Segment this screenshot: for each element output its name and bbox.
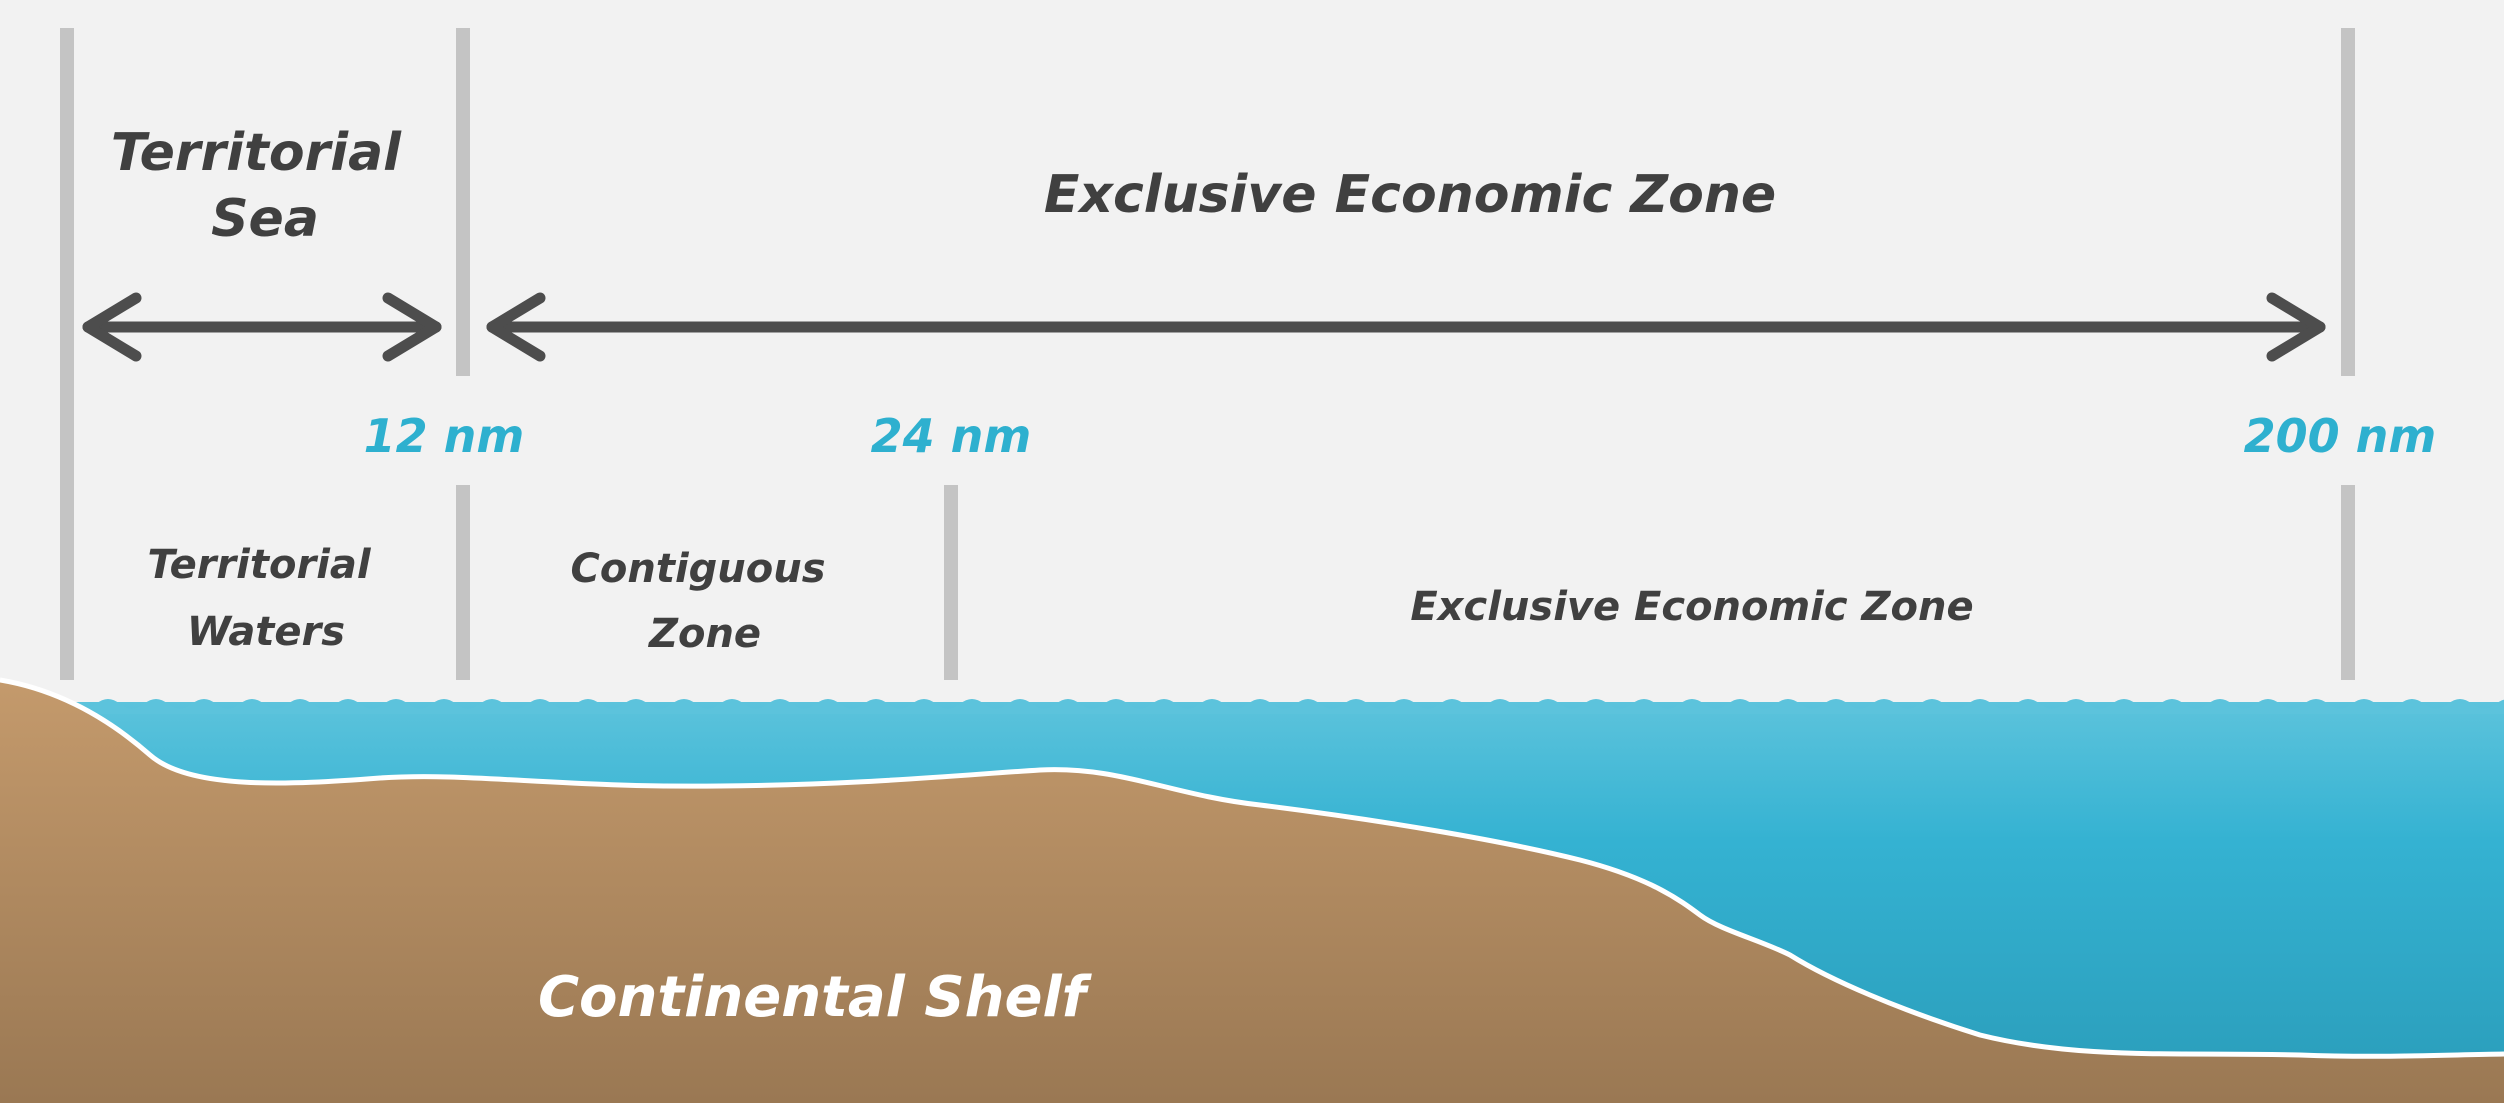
territorial-waters-label: Territorial Waters	[147, 542, 384, 655]
territorial-waters-label-line1: Territorial	[147, 542, 371, 588]
contiguous-zone-label: Contiguous Zone	[571, 546, 840, 657]
boundary-line-24nm	[944, 485, 958, 680]
boundary-line-200nm-lower	[2341, 485, 2355, 680]
territorial-sea-label: Territorial Sea	[111, 123, 419, 249]
boundary-line-12nm-lower	[456, 485, 470, 680]
distance-label-24nm: 24 nm	[871, 409, 1032, 463]
baseline-boundary-line	[60, 28, 74, 680]
exclusive-economic-zone-arrow	[486, 292, 2326, 362]
seabed-outline	[0, 677, 2504, 1059]
exclusive-economic-zone-title: Exclusive Economic Zone	[1044, 165, 1776, 225]
boundary-line-200nm-upper	[2341, 28, 2355, 376]
distance-label-12nm: 12 nm	[364, 409, 525, 463]
boundary-line-12nm-upper	[456, 28, 470, 376]
territorial-waters-label-line2: Waters	[187, 609, 345, 655]
continental-shelf-label: Continental Shelf	[538, 965, 1093, 1030]
ocean-surface-waves	[0, 690, 2504, 714]
territorial-sea-arrow	[82, 292, 442, 362]
territorial-sea-label-line2: Sea	[211, 189, 319, 249]
contiguous-zone-label-line2: Zone	[647, 611, 761, 657]
distance-label-200nm: 200 nm	[2244, 409, 2437, 463]
territorial-sea-label-line1: Territorial	[111, 123, 402, 183]
exclusive-economic-zone-label: Exclusive Economic Zone	[1410, 584, 1973, 630]
contiguous-zone-label-line1: Contiguous	[571, 546, 826, 592]
